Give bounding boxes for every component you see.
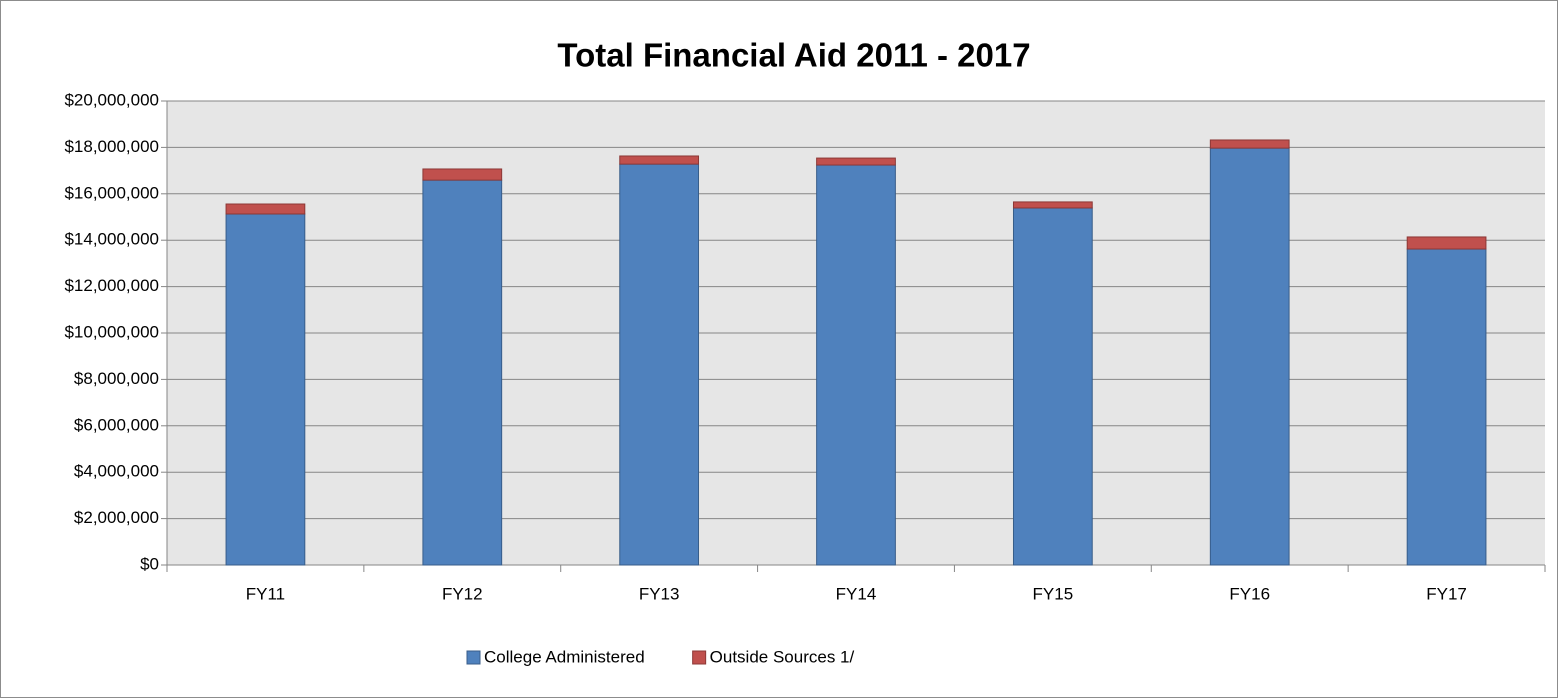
bar-segment bbox=[1012, 207, 1093, 566]
bar-segment bbox=[816, 164, 896, 566]
y-tick-label: $6,000,000 bbox=[74, 415, 159, 434]
y-tick-label: $14,000,000 bbox=[64, 230, 159, 249]
bar-segment bbox=[225, 203, 306, 215]
bar-segment bbox=[1406, 248, 1487, 566]
bar-segment bbox=[619, 163, 700, 566]
x-tick-label: FY12 bbox=[442, 584, 483, 603]
y-tick-label: $10,000,000 bbox=[64, 322, 159, 341]
y-tick-label: $0 bbox=[140, 554, 159, 573]
x-tick-label: FY11 bbox=[246, 584, 285, 603]
y-tick-label: $20,000,000 bbox=[64, 90, 159, 109]
x-tick-label: FY16 bbox=[1229, 584, 1270, 603]
bar-segment bbox=[422, 168, 503, 181]
bar-segment bbox=[816, 157, 896, 166]
y-tick-label: $12,000,000 bbox=[64, 276, 159, 295]
y-tick-label: $8,000,000 bbox=[74, 369, 159, 388]
bar-segment bbox=[619, 155, 700, 165]
y-tick-label: $4,000,000 bbox=[74, 462, 159, 481]
y-tick-label: $16,000,000 bbox=[64, 183, 159, 202]
bar-segment bbox=[1209, 147, 1290, 566]
x-tick-label: FY15 bbox=[1033, 584, 1074, 603]
legend-swatch bbox=[692, 650, 707, 665]
bar-segment bbox=[422, 179, 503, 566]
bar-segment bbox=[1406, 236, 1487, 250]
x-tick-label: FY17 bbox=[1426, 584, 1467, 603]
bar-segment bbox=[1209, 139, 1290, 149]
legend-swatch bbox=[466, 650, 481, 665]
y-tick-label: $2,000,000 bbox=[74, 508, 159, 527]
y-tick-label: $18,000,000 bbox=[64, 137, 159, 156]
chart-title: Total Financial Aid 2011 - 2017 bbox=[557, 37, 1030, 74]
bar-segment bbox=[1012, 201, 1093, 209]
legend-label: College Administered bbox=[484, 647, 645, 666]
x-tick-label: FY13 bbox=[639, 584, 680, 603]
legend-label: Outside Sources 1/ bbox=[710, 647, 855, 666]
x-tick-label: FY14 bbox=[836, 584, 877, 603]
bar-segment bbox=[225, 213, 306, 566]
